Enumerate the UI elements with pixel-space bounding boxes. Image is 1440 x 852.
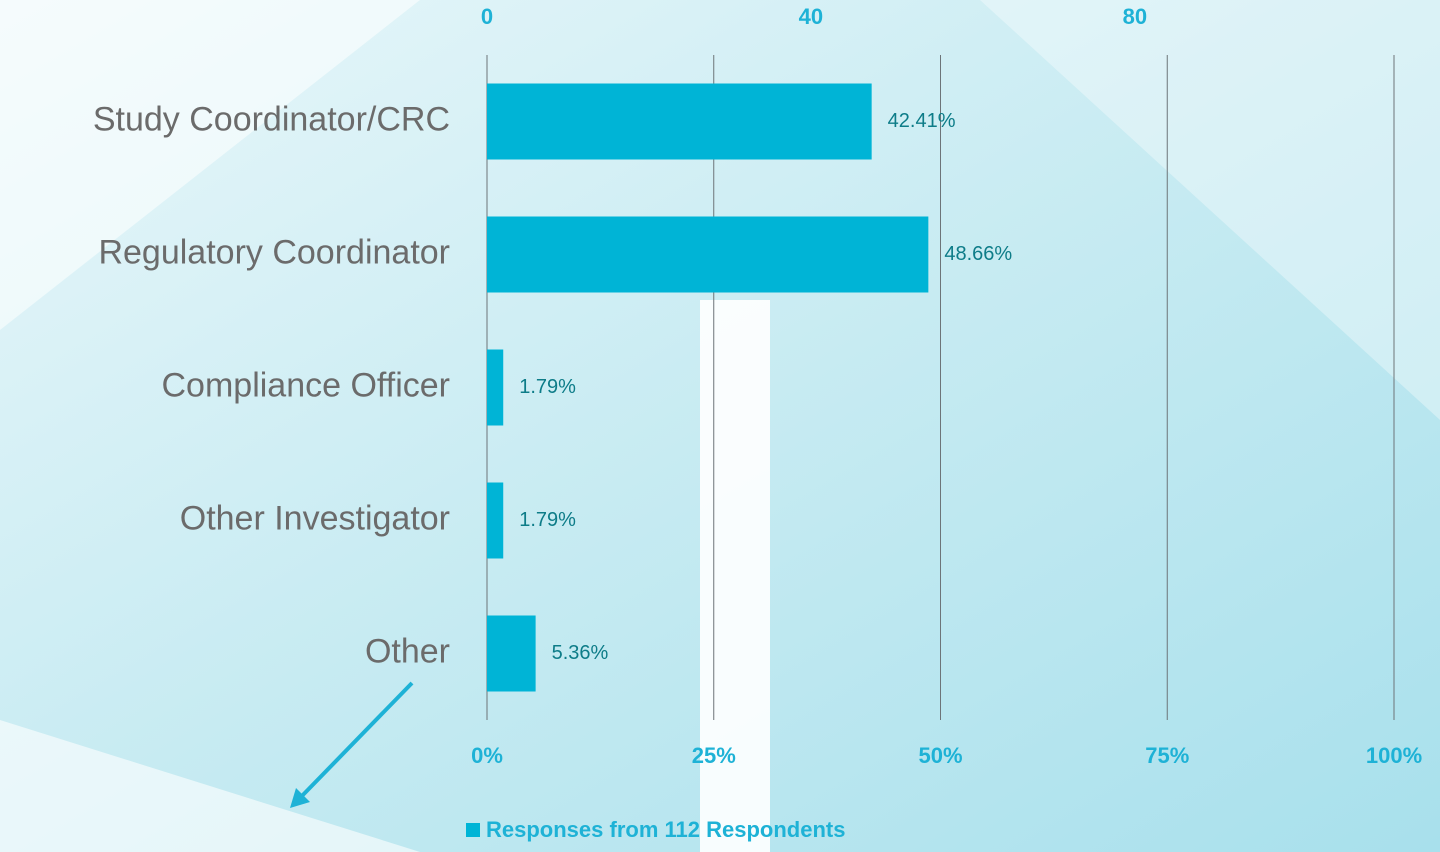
page: 0% 25% 50% 75% 100% 0 40 80 Study Coordinator/CR…	[0, 0, 1440, 852]
bar	[487, 84, 872, 160]
value-label: 1.79%	[519, 509, 576, 531]
x-tick-label: 100%	[1366, 743, 1422, 768]
bar	[487, 483, 503, 559]
x-tick-label: 50%	[918, 743, 962, 768]
x2-tick-label: 80	[1123, 4, 1147, 29]
category-label: Study Coordinator/CRC	[93, 100, 450, 138]
x-tick-label: 75%	[1145, 743, 1189, 768]
category-label: Regulatory Coordinator	[98, 233, 450, 271]
legend-swatch	[466, 823, 480, 837]
bar	[487, 350, 503, 426]
x-tick-label: 0%	[471, 743, 503, 768]
legend-label: Responses from 112 Respondents	[486, 817, 845, 842]
x2-tick-label: 0	[481, 4, 493, 29]
value-label: 5.36%	[552, 642, 609, 664]
bar	[487, 217, 928, 293]
value-label: 1.79%	[519, 376, 576, 398]
value-label: 42.41%	[888, 110, 956, 132]
category-label: Other Investigator	[180, 499, 450, 537]
bg-shape	[700, 300, 770, 852]
category-label: Compliance Officer	[162, 366, 451, 404]
value-label: 48.66%	[944, 243, 1012, 265]
x-tick-label: 25%	[692, 743, 736, 768]
x2-tick-label: 40	[799, 4, 823, 29]
bar	[487, 616, 536, 692]
category-label: Other	[365, 632, 450, 670]
chart: 0% 25% 50% 75% 100% 0 40 80 Study Coordinator/CR…	[0, 0, 1440, 852]
